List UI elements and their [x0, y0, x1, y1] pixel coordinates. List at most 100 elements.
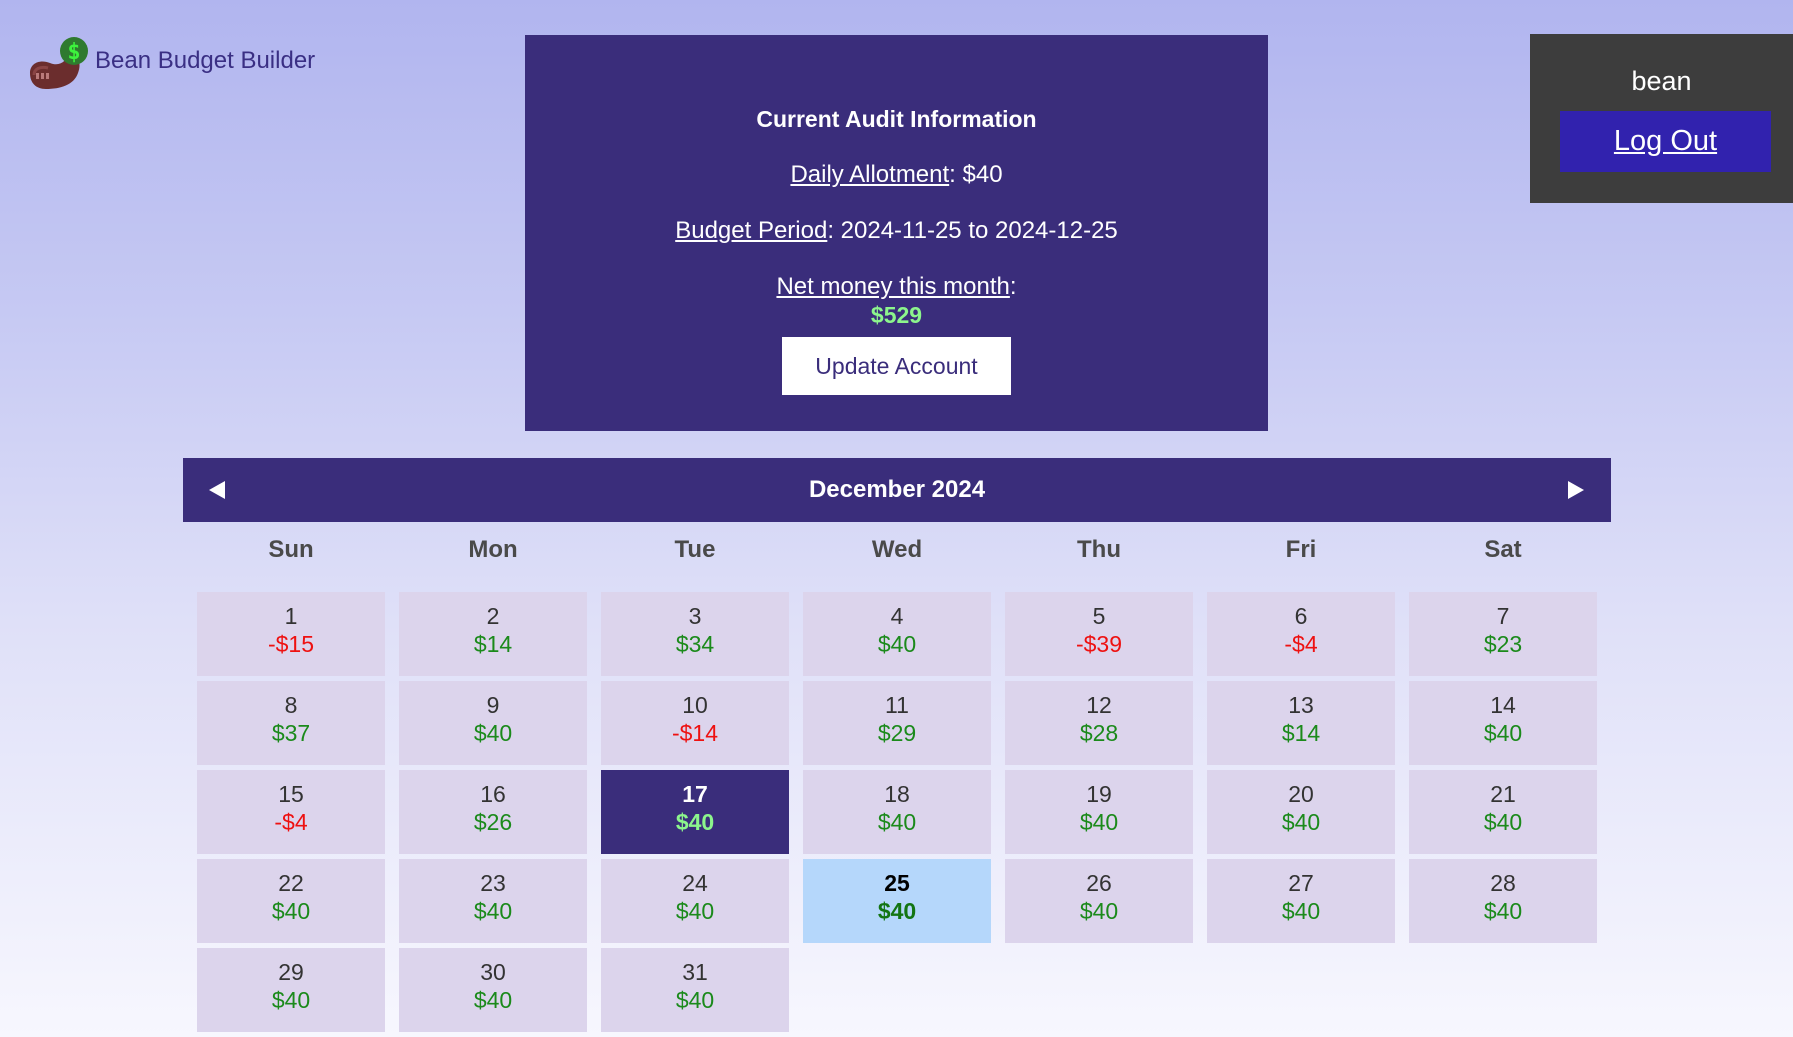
bean-dollar-icon: $ [26, 33, 90, 93]
day-amount: -$4 [1284, 631, 1318, 657]
calendar-month-title: December 2024 [808, 476, 986, 503]
day-amount: $40 [877, 809, 917, 835]
logout-button[interactable]: Log Out [1560, 111, 1771, 172]
day-number: 15 [278, 781, 304, 807]
day-amount: $40 [675, 898, 715, 924]
day-amount: $40 [473, 987, 513, 1013]
day-number: 24 [682, 870, 708, 896]
calendar-day-26[interactable]: 26 $40 [1005, 859, 1193, 943]
day-number: 21 [1490, 781, 1516, 807]
calendar-day-9[interactable]: 9 $40 [399, 681, 587, 765]
calendar-day-8[interactable]: 8 $37 [197, 681, 385, 765]
calendar-day-20[interactable]: 20 $40 [1207, 770, 1395, 854]
day-number: 5 [1092, 603, 1106, 629]
calendar-day-30[interactable]: 30 $40 [399, 948, 587, 1032]
day-amount: $40 [1483, 720, 1523, 746]
net-money: Net money this month: [525, 273, 1268, 301]
day-amount: $40 [1079, 898, 1119, 924]
day-number: 22 [278, 870, 304, 896]
calendar-day-3[interactable]: 3 $34 [601, 592, 789, 676]
calendar-day-27[interactable]: 27 $40 [1207, 859, 1395, 943]
day-amount: $40 [877, 631, 917, 657]
prev-month-button[interactable] [192, 458, 242, 522]
daily-allotment: Daily Allotment: $40 [525, 161, 1268, 189]
day-amount: $26 [473, 809, 513, 835]
calendar-day-31[interactable]: 31 $40 [601, 948, 789, 1032]
weekday-label: Sun [268, 536, 314, 563]
user-panel: bean Log Out [1530, 34, 1793, 203]
budget-period: Budget Period: 2024-11-25 to 2024-12-25 [525, 217, 1268, 245]
day-number: 1 [284, 603, 298, 629]
calendar-day-18[interactable]: 18 $40 [803, 770, 991, 854]
day-number: 30 [480, 959, 506, 985]
weekday-label: Mon [468, 536, 518, 563]
calendar-day-12[interactable]: 12 $28 [1005, 681, 1193, 765]
day-amount: $14 [473, 631, 513, 657]
calendar-day-19[interactable]: 19 $40 [1005, 770, 1193, 854]
next-month-button[interactable] [1551, 458, 1601, 522]
weekday-label: Sat [1484, 536, 1522, 563]
calendar-day-2[interactable]: 2 $14 [399, 592, 587, 676]
day-number: 8 [284, 692, 298, 718]
day-amount: $40 [675, 987, 715, 1013]
day-number: 18 [884, 781, 910, 807]
calendar-day-10[interactable]: 10 -$14 [601, 681, 789, 765]
calendar-day-25[interactable]: 25 $40 [803, 859, 991, 943]
day-amount: $40 [877, 898, 917, 924]
day-number: 23 [480, 870, 506, 896]
day-amount: $40 [473, 720, 513, 746]
calendar-day-21[interactable]: 21 $40 [1409, 770, 1597, 854]
day-number: 28 [1490, 870, 1516, 896]
day-number: 29 [278, 959, 304, 985]
calendar-day-11[interactable]: 11 $29 [803, 681, 991, 765]
daily-allotment-label: Daily Allotment [790, 161, 950, 188]
triangle-right-icon [1566, 479, 1586, 501]
day-amount: $40 [271, 987, 311, 1013]
update-account-button[interactable]: Update Account [782, 337, 1011, 395]
app-title: Bean Budget Builder [95, 47, 316, 74]
day-amount: -$39 [1075, 631, 1123, 657]
day-amount: -$14 [671, 720, 719, 746]
calendar-day-5[interactable]: 5 -$39 [1005, 592, 1193, 676]
day-amount: $40 [1483, 809, 1523, 835]
day-amount: $40 [1079, 809, 1119, 835]
calendar-day-22[interactable]: 22 $40 [197, 859, 385, 943]
day-number: 6 [1294, 603, 1308, 629]
weekday-label: Tue [674, 536, 716, 563]
day-number: 17 [682, 781, 708, 807]
calendar-day-1[interactable]: 1 -$15 [197, 592, 385, 676]
calendar-day-7[interactable]: 7 $23 [1409, 592, 1597, 676]
day-amount: $14 [1281, 720, 1321, 746]
day-amount: $40 [1281, 898, 1321, 924]
calendar-day-15[interactable]: 15 -$4 [197, 770, 385, 854]
calendar-day-4[interactable]: 4 $40 [803, 592, 991, 676]
net-money-colon: : [1009, 273, 1017, 300]
day-amount: $37 [271, 720, 311, 746]
triangle-left-icon [207, 479, 227, 501]
calendar-day-14[interactable]: 14 $40 [1409, 681, 1597, 765]
day-amount: $28 [1079, 720, 1119, 746]
calendar-day-24[interactable]: 24 $40 [601, 859, 789, 943]
app-logo[interactable]: $ Bean Budget Builder [26, 32, 315, 94]
day-number: 27 [1288, 870, 1314, 896]
calendar-day-17[interactable]: 17 $40 [601, 770, 789, 854]
calendar-day-28[interactable]: 28 $40 [1409, 859, 1597, 943]
daily-allotment-value: : $40 [949, 161, 1003, 188]
day-number: 7 [1496, 603, 1510, 629]
net-money-label: Net money this month [776, 273, 1010, 300]
day-amount: $29 [877, 720, 917, 746]
calendar-day-23[interactable]: 23 $40 [399, 859, 587, 943]
day-number: 3 [688, 603, 702, 629]
day-amount: -$4 [274, 809, 308, 835]
day-number: 2 [486, 603, 500, 629]
calendar-day-13[interactable]: 13 $14 [1207, 681, 1395, 765]
username: bean [1631, 66, 1692, 96]
weekday-label: Fri [1285, 536, 1317, 563]
calendar-day-29[interactable]: 29 $40 [197, 948, 385, 1032]
weekday-header-row: Sun Mon Tue Wed Thu Fri Sat [197, 536, 1607, 566]
calendar-day-6[interactable]: 6 -$4 [1207, 592, 1395, 676]
day-number: 19 [1086, 781, 1112, 807]
calendar-day-16[interactable]: 16 $26 [399, 770, 587, 854]
audit-panel: Current Audit Information Daily Allotmen… [525, 35, 1268, 431]
day-number: 25 [884, 870, 910, 896]
